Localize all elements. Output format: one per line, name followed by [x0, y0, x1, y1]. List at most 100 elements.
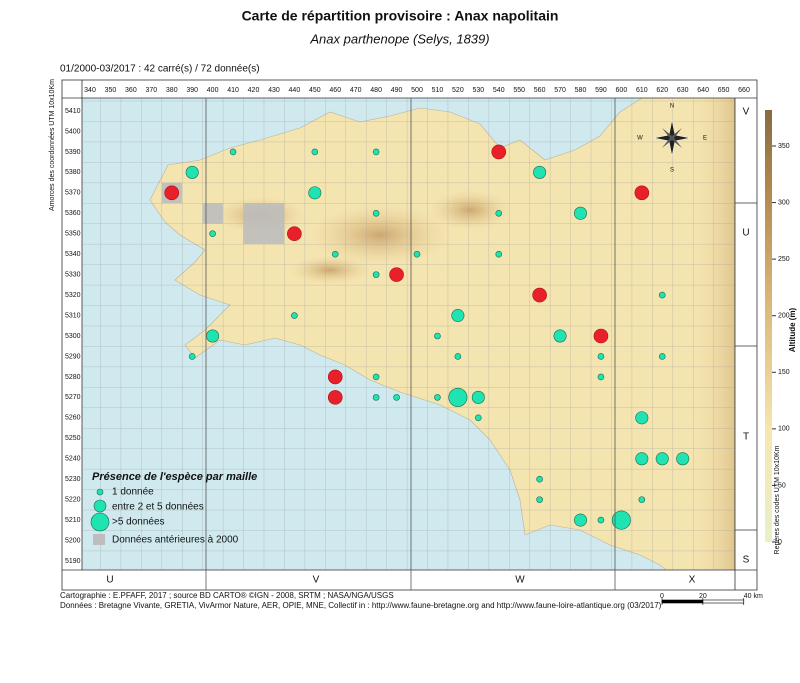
- x-tick-label: 360: [125, 87, 137, 94]
- legend-item: entre 2 et 5 données: [112, 502, 204, 513]
- observation: [434, 332, 441, 340]
- y-tick-label: 5390: [65, 149, 81, 156]
- observation: [372, 209, 380, 217]
- observation: [451, 309, 465, 323]
- y-tick-label: 5290: [65, 353, 81, 360]
- x-tick-label: 600: [616, 87, 628, 94]
- observation: [658, 291, 666, 299]
- observations: [164, 144, 690, 530]
- legend-item: Données antérieures à 2000: [112, 535, 239, 546]
- altitude-tick-label: 350: [778, 143, 790, 150]
- y-axis-label: Amorces des coordonnées UTM 10x10Km: [49, 79, 56, 211]
- x-tick-label: 470: [350, 87, 362, 94]
- utm-grid: [82, 98, 735, 570]
- zone-label: V: [743, 107, 750, 118]
- compass-label: S: [670, 168, 674, 174]
- y-tick-label: 5300: [65, 333, 81, 340]
- x-tick-label: 410: [227, 87, 239, 94]
- y-tick-label: 5250: [65, 435, 81, 442]
- observation: [597, 353, 605, 360]
- x-tick-label: 460: [329, 87, 341, 94]
- altitude-tick-label: 100: [778, 426, 790, 433]
- x-tick-label: 620: [656, 87, 668, 94]
- x-tick-label: 450: [309, 87, 321, 94]
- observation: [491, 144, 507, 160]
- observation: [188, 353, 196, 360]
- y-tick-label: 5320: [65, 292, 81, 299]
- x-tick-label: 530: [472, 87, 484, 94]
- observation: [209, 230, 216, 238]
- observation: [475, 414, 482, 422]
- observation: [311, 148, 319, 156]
- x-tick-label: 380: [166, 87, 178, 94]
- footer: Cartographie : E.PFAFF, 2017 ; source BD…: [60, 591, 394, 600]
- x-tick-label: 560: [534, 87, 546, 94]
- observation: [372, 271, 380, 278]
- old-data-cells: [161, 182, 285, 244]
- observation: [533, 165, 547, 179]
- x-tick-label: 590: [595, 87, 607, 94]
- altitude-tick-label: 50: [778, 482, 786, 489]
- compass: [653, 119, 691, 157]
- observation: [573, 206, 587, 220]
- x-tick-label: 650: [718, 87, 730, 94]
- scale-segment: [661, 599, 704, 604]
- altitude-tick-label: 0: [778, 539, 782, 546]
- observation: [454, 353, 462, 360]
- observation: [389, 267, 404, 282]
- altitude-tick-label: 150: [778, 369, 790, 376]
- observation: [164, 185, 180, 201]
- y-tick-label: 5230: [65, 476, 81, 483]
- zone-label: T: [743, 432, 749, 443]
- observation: [655, 452, 669, 466]
- observation: [495, 209, 503, 217]
- x-tick-label: 390: [186, 87, 198, 94]
- observation: [635, 452, 649, 466]
- altitude-tick-label: 250: [778, 256, 790, 263]
- zone-label: X: [689, 575, 696, 586]
- y-tick-label: 5210: [65, 517, 81, 524]
- zone-label: V: [313, 575, 320, 586]
- observation: [536, 496, 543, 503]
- x-tick-label: 500: [411, 87, 423, 94]
- subtitle: Anax parthenope (Selys, 1839): [309, 31, 489, 46]
- x-tick-label: 430: [268, 87, 280, 94]
- legend-symbol: [90, 512, 110, 532]
- scale-label: 0: [660, 593, 664, 600]
- y-tick-label: 5400: [65, 128, 81, 135]
- observation: [635, 411, 649, 425]
- y-tick-label: 5220: [65, 496, 81, 503]
- x-tick-label: 640: [697, 87, 709, 94]
- legend-item: >5 données: [112, 517, 165, 528]
- legend-title: Présence de l'espèce par maille: [92, 471, 257, 483]
- x-tick-label: 480: [370, 87, 382, 94]
- observation: [634, 185, 650, 201]
- observation: [331, 250, 339, 258]
- observation: [327, 369, 343, 385]
- y-tick-label: 5360: [65, 210, 81, 217]
- x-tick-label: 610: [636, 87, 648, 94]
- y-tick-label: 5280: [65, 374, 81, 381]
- x-tick-label: 630: [677, 87, 689, 94]
- old-cell: [243, 203, 264, 224]
- observation: [471, 390, 485, 404]
- y-tick-label: 5270: [65, 394, 81, 401]
- x-tick-label: 660: [738, 87, 750, 94]
- observation: [413, 250, 421, 258]
- y-tick-label: 5350: [65, 231, 81, 238]
- zone-label: W: [515, 575, 525, 586]
- x-tick-label: 370: [145, 87, 157, 94]
- scale-label: 20: [699, 593, 707, 600]
- observation: [532, 287, 547, 303]
- legend-symbol: [96, 488, 104, 496]
- x-tick-label: 580: [575, 87, 587, 94]
- altitude-bar: [765, 110, 772, 542]
- y-tick-label: 5260: [65, 415, 81, 422]
- observation: [676, 452, 690, 466]
- y-tick-label: 5410: [65, 108, 81, 115]
- observation: [393, 394, 400, 401]
- x-tick-label: 540: [493, 87, 505, 94]
- zone-label: U: [106, 575, 113, 586]
